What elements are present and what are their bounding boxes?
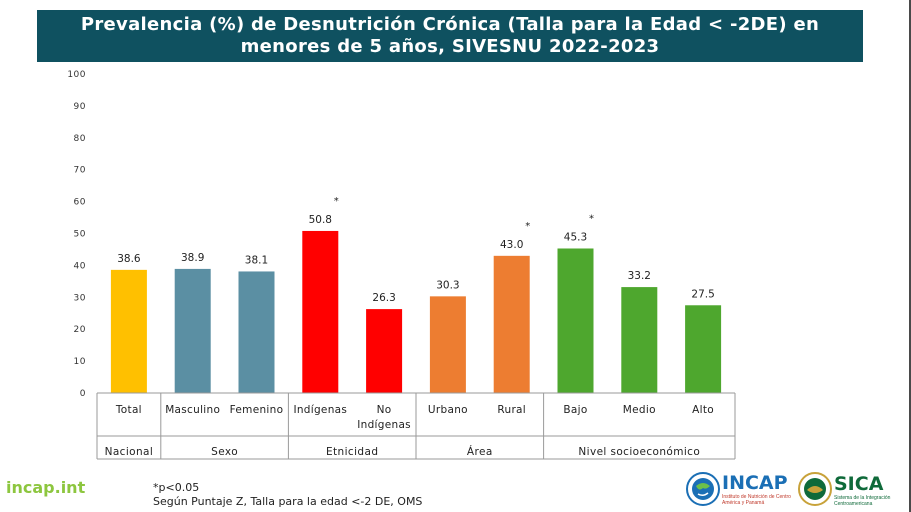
- bar-8: [557, 248, 594, 393]
- y-tick-label: 60: [74, 198, 86, 208]
- y-tick-label: 90: [74, 102, 86, 112]
- group-label: Nivel socioeconómico: [578, 446, 700, 458]
- bar-9: [621, 287, 658, 393]
- significance-marker: *: [589, 213, 594, 224]
- significance-marker: *: [334, 196, 339, 207]
- sica-subtitle: Sistema de la Integración Centroamerican…: [834, 495, 891, 507]
- y-tick-label: 70: [74, 166, 86, 176]
- value-label: 33.2: [628, 270, 651, 282]
- bar-7: [493, 255, 530, 393]
- sica-logo: SICA Sistema de la Integración Centroame…: [798, 472, 898, 508]
- value-label: 43.0: [500, 239, 523, 251]
- right-edge-strip: [909, 0, 911, 512]
- value-label: 50.8: [309, 214, 332, 226]
- category-label: Bajo: [563, 404, 587, 416]
- category-label: Masculino: [165, 404, 220, 416]
- category-label: Urbano: [428, 404, 468, 416]
- y-tick-label: 30: [74, 293, 86, 303]
- bar-chart: 0 10 20 30 40 50 60 70 80 90 100 38.6 Total 38.9 Mascu…: [67, 70, 736, 460]
- category-label: No: [377, 404, 392, 416]
- footnotes: *p<0.05 Según Puntaje Z, Talla para la e…: [153, 481, 422, 509]
- value-label: 27.5: [691, 288, 714, 300]
- group-label: Sexo: [211, 446, 238, 458]
- title-line-1: Prevalencia (%) de Desnutrición Crónica …: [80, 14, 820, 35]
- group-label: Área: [467, 445, 493, 458]
- significance-marker: *: [525, 221, 530, 232]
- incap-wordmark: INCAP: [722, 472, 788, 494]
- group-label: Etnicidad: [326, 446, 378, 458]
- category-label: Indígenas: [293, 404, 347, 416]
- value-label: 38.1: [245, 254, 268, 266]
- incap-logo: INCAP Instituto de Nutrición de Centro A…: [686, 472, 796, 508]
- sica-wordmark: SICA: [834, 473, 884, 495]
- value-label: 26.3: [372, 292, 395, 304]
- group-label: Nacional: [105, 446, 154, 458]
- incap-subtitle: Instituto de Nutrición de Centro América…: [722, 494, 791, 506]
- bar-2: [174, 268, 211, 393]
- incap-globe-icon: [686, 472, 720, 506]
- y-tick-label: 80: [74, 134, 86, 144]
- value-label: 38.9: [181, 252, 204, 264]
- y-tick-label: 50: [74, 230, 86, 240]
- bar-1: [110, 269, 147, 393]
- bar-3: [238, 271, 275, 393]
- y-tick-label: 10: [74, 357, 86, 367]
- category-label: Medio: [623, 404, 656, 416]
- y-tick-label: 20: [74, 325, 86, 335]
- title-line-2: menores de 5 años, SIVESNU 2022-2023: [240, 36, 660, 57]
- bar-6: [429, 296, 466, 393]
- bar-5: [366, 309, 403, 393]
- significance-note: *p<0.05: [153, 481, 200, 494]
- value-label: 38.6: [117, 253, 141, 265]
- bar-10: [685, 305, 722, 393]
- value-label: 45.3: [564, 231, 587, 243]
- category-label: Indígenas: [357, 419, 411, 431]
- footer-website[interactable]: incap.int: [6, 478, 86, 497]
- value-label: 30.3: [436, 279, 459, 291]
- chart-title: Prevalencia (%) de Desnutrición Crónica …: [37, 10, 863, 62]
- category-label: Alto: [692, 404, 714, 416]
- bar-4: [302, 230, 339, 393]
- y-tick-label: 0: [80, 389, 86, 399]
- category-label: Total: [115, 404, 142, 416]
- sica-seal-icon: [798, 472, 832, 506]
- method-note: Según Puntaje Z, Talla para la edad <-2 …: [153, 495, 423, 508]
- category-label: Rural: [497, 404, 526, 416]
- y-tick-label: 40: [74, 261, 86, 271]
- category-label: Femenino: [230, 404, 284, 416]
- y-tick-label: 100: [67, 70, 86, 80]
